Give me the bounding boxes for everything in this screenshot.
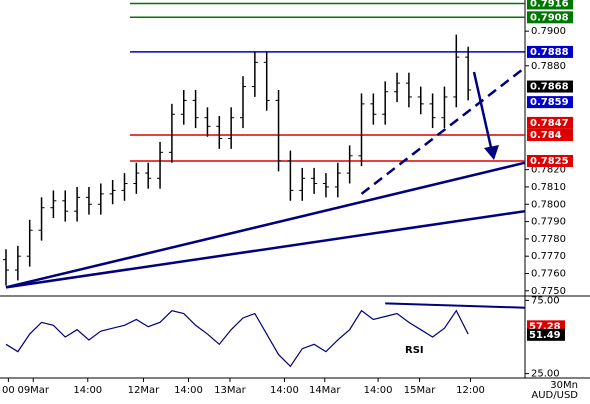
forecast-arrow: [472, 71, 494, 153]
level-box: [527, 11, 573, 24]
symbol: AUD/USD: [531, 390, 578, 400]
level-label: 0.7825: [530, 156, 569, 167]
level-label: 0.7859: [530, 97, 569, 108]
timeframe: 30Mn: [550, 380, 578, 391]
rsi-trend-line: [385, 302, 526, 309]
level-box: [527, 80, 573, 93]
rsi-label: RSI: [405, 345, 424, 356]
rsi-line: [5, 309, 469, 368]
level-box: [527, 129, 573, 142]
x-tick-label: 15Mar: [404, 385, 436, 396]
x-tick-label: 14:00: [270, 385, 299, 396]
trend-line: [5, 161, 526, 289]
x-tick-label: 13Mar: [214, 385, 246, 396]
trend-line: [5, 209, 526, 289]
rsi-tick-label: 75.00: [531, 295, 560, 306]
level-box: [527, 96, 573, 109]
level-label: 0.784: [530, 130, 562, 141]
y-tick-label: 0.7810: [531, 182, 566, 193]
level-label: 0.7847: [530, 118, 569, 129]
y-tick-label: 0.7900: [531, 26, 566, 37]
level-label: 0.7888: [530, 47, 569, 58]
level-label: 0.7868: [530, 82, 569, 93]
y-tick-label: 0.7880: [531, 61, 566, 72]
x-tick-label: 14Mar: [309, 385, 341, 396]
level-box: [527, 154, 573, 167]
x-tick-label: 12:00: [456, 385, 485, 396]
x-tick-label: 00: [2, 385, 15, 396]
y-tick-label: 0.7790: [531, 217, 566, 228]
level-box: [527, 45, 573, 58]
x-tick-label: 09Mar: [17, 385, 49, 396]
level-label: 0.7908: [530, 12, 569, 23]
x-tick-label: 14:00: [174, 385, 203, 396]
x-tick-label: 14:00: [73, 385, 102, 396]
forecast-arrowhead: [484, 145, 499, 160]
y-tick-label: 0.7760: [531, 268, 566, 279]
rsi-level-label: 57.28: [529, 321, 561, 332]
y-tick-label: 0.7750: [531, 286, 566, 297]
y-tick-label: 0.7770: [531, 251, 566, 262]
level-box: [527, 0, 573, 10]
y-tick-label: 0.7820: [531, 165, 566, 176]
rsi-level-label: 51.49: [529, 330, 561, 341]
rsi-level-box: [527, 328, 565, 341]
y-tick-label: 0.7800: [531, 199, 566, 210]
x-tick-label: 14:00: [364, 385, 393, 396]
rsi-tick-label: 25.00: [531, 369, 560, 380]
y-tick-label: 0.7780: [531, 234, 566, 245]
level-box: [527, 116, 573, 129]
x-tick-label: 12Mar: [128, 385, 160, 396]
trend-line: [360, 66, 526, 195]
level-label: 0.7916: [530, 0, 569, 9]
